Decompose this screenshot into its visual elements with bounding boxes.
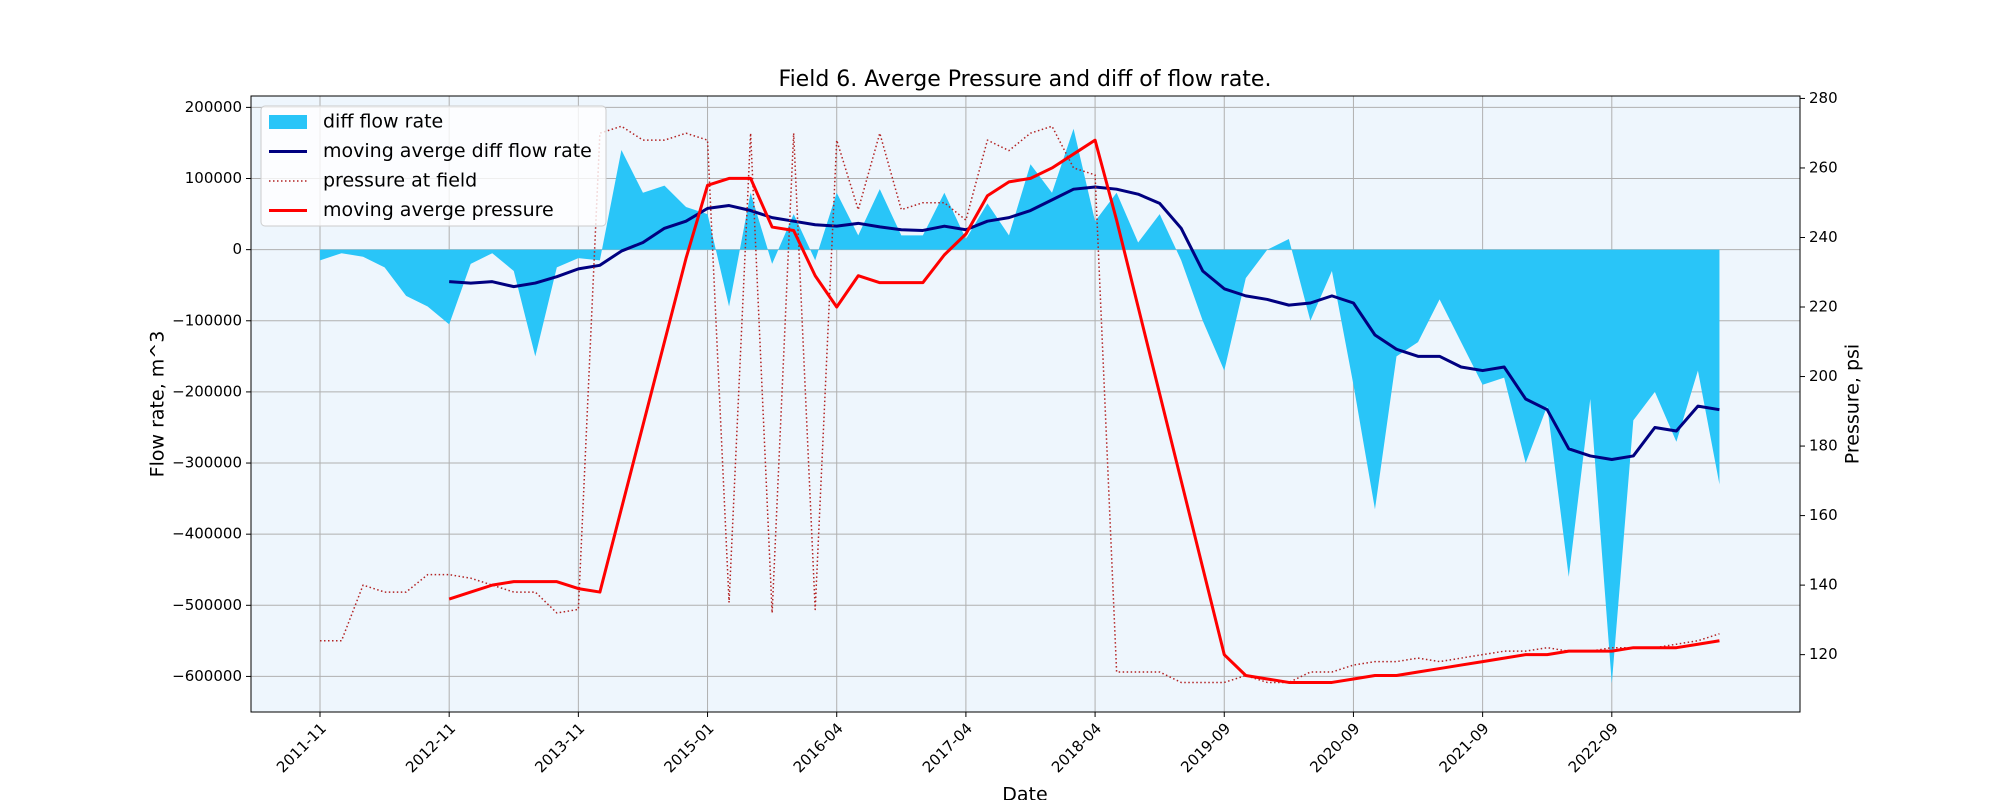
y2-tick-label: 200 [1809, 367, 1838, 385]
x-tick-label: 2012-11 [402, 719, 459, 776]
x-tick-label: 2021-09 [1436, 719, 1493, 776]
legend-label: diff flow rate [323, 111, 443, 133]
legend-label: moving averge pressure [323, 199, 554, 221]
x-tick-label: 2013-11 [531, 719, 588, 776]
x-tick-label: 2015-01 [660, 719, 717, 776]
y-tick-label: 100000 [185, 169, 242, 187]
legend-label: moving averge diff flow rate [323, 140, 592, 162]
x-axis-label: Date [1002, 784, 1047, 801]
y-tick-label: 0 [232, 240, 242, 258]
x-tick-label: 2020-09 [1306, 719, 1363, 776]
x-tick-label: 2022-09 [1565, 719, 1622, 776]
plot-frame [250, 95, 1801, 713]
y-axis-label: Flow rate, m^3 [147, 331, 169, 478]
y2-tick-label: 240 [1809, 228, 1838, 246]
x-tick-label: 2016-04 [790, 719, 847, 776]
y2-tick-label: 140 [1809, 576, 1838, 594]
x-tick-label: 2019-09 [1177, 719, 1234, 776]
y2-axis-label: Pressure, psi [1842, 344, 1864, 464]
line [320, 125, 1720, 684]
x-tick-label: 2017-04 [919, 719, 976, 776]
y2-tick-label: 120 [1809, 645, 1838, 663]
y2-tick-label: 280 [1809, 89, 1838, 107]
y-tick-label: −200000 [172, 382, 242, 400]
y2-tick-label: 160 [1809, 506, 1838, 524]
line [448, 138, 1720, 684]
legend-swatch [269, 115, 307, 129]
y-tick-label: 200000 [185, 98, 242, 116]
legend-box [260, 105, 607, 227]
y2-tick-label: 260 [1809, 158, 1838, 176]
y-tick-label: −500000 [172, 596, 242, 614]
y-tick-label: −100000 [172, 311, 242, 329]
y2-tick-label: 180 [1809, 437, 1838, 455]
y-tick-label: −300000 [172, 454, 242, 472]
y-tick-label: −400000 [172, 525, 242, 543]
line [449, 185, 1720, 461]
legend-label: pressure at field [323, 170, 477, 192]
chart-title: Field 6. Averge Pressure and diff of flo… [779, 67, 1272, 92]
x-tick-label: 2018-04 [1048, 719, 1105, 776]
y-tick-label: −600000 [172, 667, 242, 685]
area [320, 128, 1720, 684]
y2-tick-label: 220 [1809, 298, 1838, 316]
x-tick-label: 2011-11 [273, 719, 330, 776]
